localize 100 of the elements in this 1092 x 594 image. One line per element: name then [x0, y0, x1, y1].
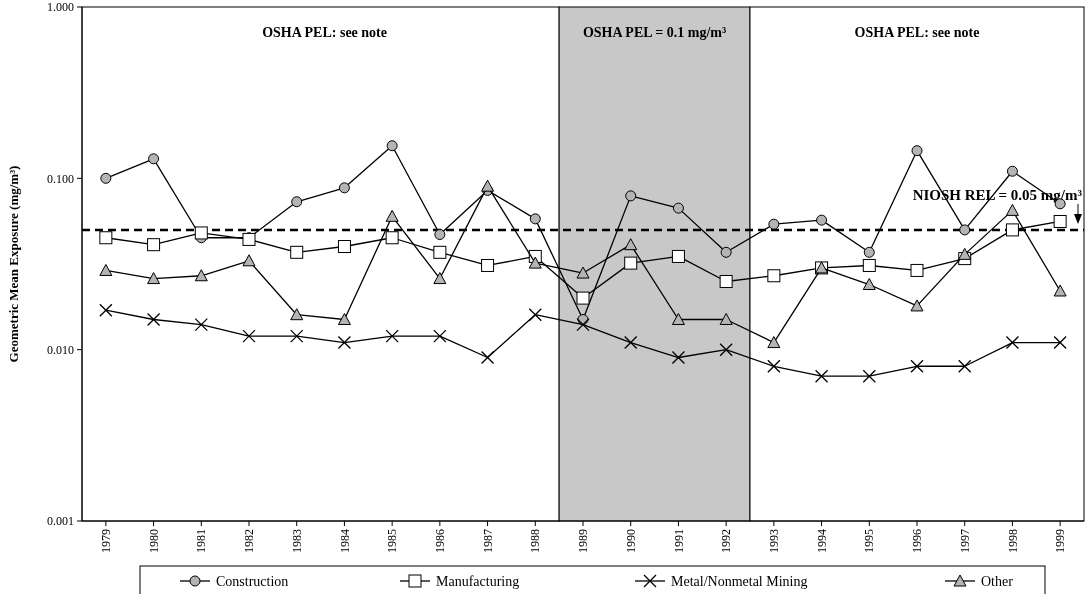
point: [910, 263, 924, 277]
point: [576, 317, 590, 332]
x-tick-label: 1990: [623, 529, 638, 553]
point: [242, 329, 256, 343]
point: [99, 263, 113, 276]
point: [719, 313, 733, 325]
point: [481, 179, 495, 192]
legend-label: Other: [981, 573, 1014, 589]
point: [862, 278, 876, 291]
point: [290, 245, 304, 259]
point: [1005, 335, 1020, 350]
point: [1005, 203, 1019, 216]
y-axis-title: Geometric Mean Exposure (mg/m³): [6, 165, 21, 363]
x-tick-label: 1995: [862, 529, 877, 553]
point: [671, 350, 686, 365]
point: [862, 369, 876, 383]
x-tick-label: 1998: [1005, 529, 1020, 553]
point: [386, 140, 398, 152]
point: [337, 313, 351, 325]
point: [624, 256, 638, 270]
x-tick-label: 1985: [385, 529, 400, 553]
point: [767, 269, 781, 283]
point: [576, 291, 590, 305]
legend-label: Manufacturing: [436, 573, 520, 589]
x-tick-label: 1994: [814, 529, 829, 553]
point: [337, 335, 352, 350]
point: [194, 269, 208, 282]
band-label: OSHA PEL: see note: [262, 25, 387, 40]
point: [385, 209, 399, 222]
point: [385, 329, 399, 343]
point: [1053, 284, 1067, 297]
x-tick-label: 1988: [528, 529, 543, 553]
point: [624, 335, 638, 350]
point: [338, 182, 350, 194]
y-tick-label: 1.000: [47, 0, 74, 15]
point: [767, 336, 781, 349]
x-tick-label: 1993: [767, 529, 782, 553]
x-tick-label: 1980: [146, 529, 161, 553]
point: [719, 343, 733, 357]
point: [814, 369, 829, 383]
band-label: OSHA PEL: see note: [854, 25, 980, 40]
point: [959, 224, 971, 236]
x-tick-label: 1986: [433, 529, 448, 553]
point: [242, 254, 256, 267]
x-tick-label: 1996: [910, 529, 925, 553]
x-tick-label: 1983: [289, 529, 304, 553]
point: [768, 218, 780, 230]
x-tick-label: 1982: [242, 529, 257, 553]
x-tick-label: 1997: [957, 529, 972, 553]
point: [910, 359, 924, 373]
point: [911, 145, 923, 157]
point: [99, 303, 113, 317]
point: [100, 172, 112, 184]
point: [194, 226, 208, 240]
point: [1006, 165, 1018, 177]
point: [99, 231, 113, 245]
band-label: OSHA PEL = 0.1 mg/m³: [582, 25, 727, 40]
point: [816, 214, 828, 226]
x-tick-label: 1991: [671, 529, 686, 553]
x-tick-label: 1999: [1053, 529, 1068, 553]
point: [433, 329, 447, 343]
point: [958, 247, 972, 260]
point: [290, 329, 304, 343]
point: [385, 231, 399, 245]
point: [624, 238, 638, 251]
point: [863, 246, 875, 258]
point: [433, 272, 447, 285]
point: [720, 246, 732, 258]
point: [529, 213, 541, 225]
point: [147, 238, 161, 252]
point: [576, 266, 590, 279]
point: [433, 245, 447, 259]
y-tick-label: 0.001: [47, 514, 74, 529]
x-tick-label: 1987: [480, 529, 495, 553]
point: [528, 308, 542, 322]
x-tick-label: 1984: [337, 529, 352, 553]
point: [862, 258, 876, 272]
point: [194, 317, 208, 332]
point: [290, 308, 304, 321]
point: [625, 190, 637, 202]
point: [671, 249, 685, 263]
point: [1053, 335, 1067, 350]
point: [1005, 223, 1019, 237]
x-tick-label: 1992: [719, 529, 734, 553]
point: [291, 196, 303, 208]
legend-label: Metal/Nonmetal Mining: [671, 573, 808, 589]
legend-label: Construction: [216, 573, 289, 589]
point: [719, 274, 733, 288]
point: [148, 153, 160, 165]
point: [147, 272, 161, 285]
point: [146, 312, 161, 327]
x-tick-label: 1979: [99, 529, 114, 553]
x-tick-label: 1989: [576, 529, 591, 553]
point: [672, 202, 684, 214]
point: [671, 313, 685, 325]
x-tick-label: 1981: [194, 529, 209, 553]
point: [958, 359, 972, 373]
point: [434, 229, 446, 241]
point: [528, 256, 542, 269]
point: [480, 350, 495, 365]
